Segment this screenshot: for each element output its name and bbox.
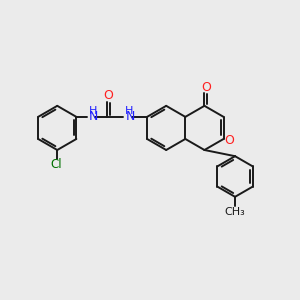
Text: CH₃: CH₃ <box>225 207 245 217</box>
Text: O: O <box>103 89 113 102</box>
Text: N: N <box>89 110 98 123</box>
Text: O: O <box>224 134 234 147</box>
Text: Cl: Cl <box>51 158 62 171</box>
Text: H: H <box>89 106 98 116</box>
Text: O: O <box>201 81 211 94</box>
Text: H: H <box>125 106 134 116</box>
Text: N: N <box>125 110 135 123</box>
